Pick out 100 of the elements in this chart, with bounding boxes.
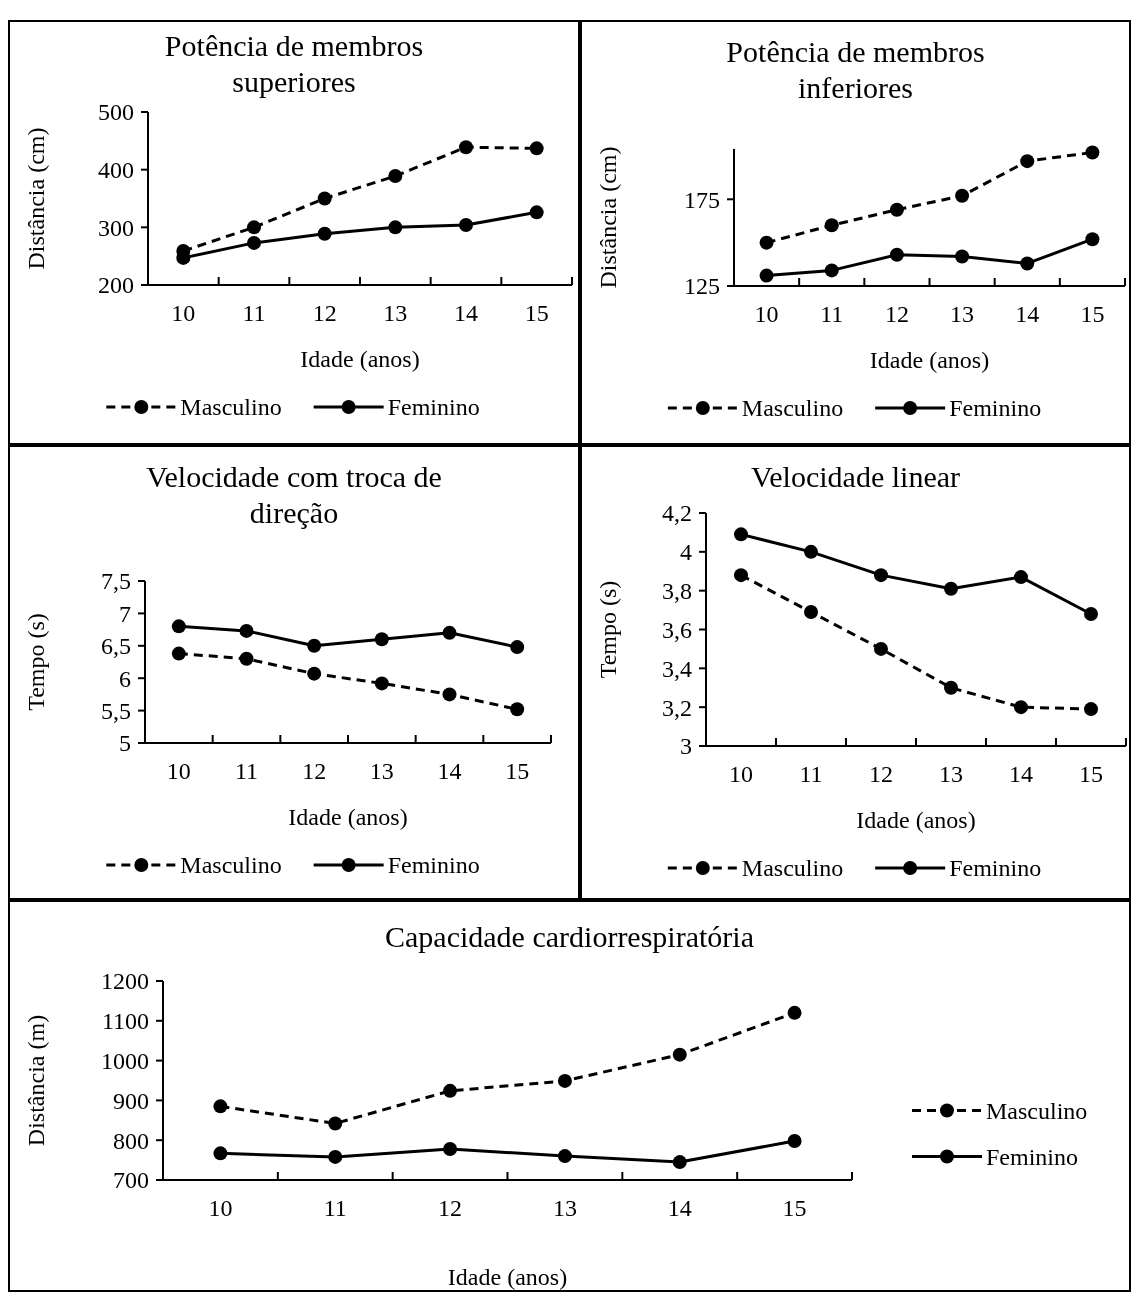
point xyxy=(443,1141,458,1156)
y-tick-label: 3,6 xyxy=(662,616,692,643)
legend-label: Masculino xyxy=(180,852,282,879)
x-axis-title: Idade (anos) xyxy=(447,1264,568,1290)
point xyxy=(1014,570,1028,585)
point xyxy=(672,1047,687,1062)
x-tick-label: 10 xyxy=(754,301,779,327)
y-tick-label: 3,2 xyxy=(662,694,692,721)
y-tick-label: 4 xyxy=(680,539,692,566)
point xyxy=(557,1149,572,1164)
x-tick-label: 14 xyxy=(1015,301,1040,327)
x-tick-label: 15 xyxy=(782,1195,807,1221)
legend-label: Feminino xyxy=(387,852,480,879)
x-tick-label: 12 xyxy=(302,758,327,784)
point xyxy=(734,527,748,542)
point xyxy=(328,1116,343,1131)
x-tick-label: 11 xyxy=(820,301,844,327)
y-tick-label: 5 xyxy=(119,730,131,757)
point xyxy=(510,640,525,655)
x-tick-label: 13 xyxy=(939,761,963,787)
point xyxy=(672,1155,687,1170)
y-tick-label: 175 xyxy=(684,186,720,213)
x-tick-label: 13 xyxy=(950,301,975,327)
point xyxy=(944,581,958,596)
y-tick-label: 700 xyxy=(113,1167,149,1194)
legend-label: Feminino xyxy=(949,855,1042,882)
legend-label: Masculino xyxy=(741,395,844,422)
point xyxy=(374,676,389,691)
point xyxy=(955,188,970,203)
x-tick-label: 14 xyxy=(1009,761,1033,787)
x-tick-label: 14 xyxy=(454,300,478,326)
x-tick-label: 15 xyxy=(1080,301,1105,327)
y-tick-label: 3,4 xyxy=(662,655,692,682)
x-tick-label: 12 xyxy=(869,761,893,787)
x-tick-label: 12 xyxy=(884,301,909,327)
x-tick-label: 12 xyxy=(312,300,337,326)
x-tick-label: 15 xyxy=(1079,761,1103,787)
y-axis-title: Tempo (s) xyxy=(595,580,621,679)
point xyxy=(388,220,403,235)
x-tick-label: 11 xyxy=(323,1195,347,1221)
y-tick-label: 1200 xyxy=(101,968,149,995)
x-axis-title: Idade (anos) xyxy=(288,804,408,830)
point xyxy=(328,1149,343,1164)
x-axis-title: Idade (anos) xyxy=(856,807,976,833)
y-tick-label: 7,5 xyxy=(101,568,131,595)
y-tick-label: 125 xyxy=(684,273,720,300)
x-tick-label: 11 xyxy=(234,758,259,784)
point xyxy=(759,268,774,283)
point xyxy=(171,619,186,634)
point xyxy=(944,680,958,695)
point xyxy=(955,249,970,264)
y-tick-label: 500 xyxy=(98,99,134,126)
point xyxy=(1020,256,1035,271)
legend-label: Masculino xyxy=(986,1097,1088,1124)
point xyxy=(804,544,818,559)
y-tick-label: 3,8 xyxy=(662,578,692,605)
point xyxy=(874,641,888,656)
x-tick-label: 11 xyxy=(242,300,266,326)
chart-title: Capacidade cardiorrespiratória xyxy=(385,920,754,953)
point xyxy=(1014,700,1028,715)
point xyxy=(213,1146,228,1161)
point xyxy=(804,605,818,620)
point xyxy=(374,632,389,647)
point xyxy=(889,247,904,262)
y-axis-title: Distância (cm) xyxy=(23,127,49,270)
point xyxy=(388,169,403,184)
point xyxy=(307,666,322,681)
point xyxy=(239,623,254,638)
y-tick-label: 400 xyxy=(98,157,134,184)
point xyxy=(787,1005,802,1020)
x-axis-title: Idade (anos) xyxy=(869,347,990,373)
point xyxy=(443,1083,458,1098)
point xyxy=(239,651,254,666)
y-tick-label: 200 xyxy=(98,272,134,299)
point xyxy=(459,218,473,233)
x-tick-label: 13 xyxy=(383,300,408,326)
point xyxy=(459,140,473,155)
point xyxy=(824,263,839,278)
chart-title: Potência de membros superiores xyxy=(164,29,424,98)
legend-label: Masculino xyxy=(741,855,844,882)
x-tick-label: 11 xyxy=(799,761,823,787)
point xyxy=(442,625,457,640)
chart-title: Potência de membros inferiores xyxy=(726,35,985,104)
y-tick-label: 1000 xyxy=(101,1048,149,1074)
y-tick-label: 1100 xyxy=(101,1008,149,1035)
y-tick-label: 6 xyxy=(119,665,131,692)
x-tick-label: 14 xyxy=(667,1195,692,1221)
point xyxy=(247,235,261,250)
point xyxy=(307,638,322,653)
point xyxy=(510,702,525,717)
x-tick-label: 15 xyxy=(505,758,530,784)
x-tick-label: 10 xyxy=(729,761,753,787)
point xyxy=(213,1099,228,1114)
x-tick-label: 10 xyxy=(208,1195,233,1221)
point xyxy=(171,646,186,661)
y-axis-title: Tempo (s) xyxy=(23,613,49,711)
point xyxy=(247,220,261,235)
y-tick-label: 900 xyxy=(113,1087,149,1114)
chart-title: Velocidade com troca de direção xyxy=(146,460,442,529)
x-tick-label: 12 xyxy=(438,1195,463,1221)
